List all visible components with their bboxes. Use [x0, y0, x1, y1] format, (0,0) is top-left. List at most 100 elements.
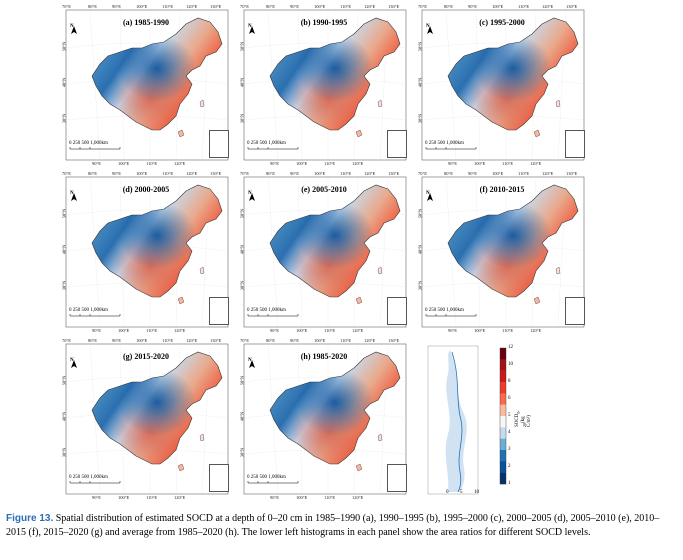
south-china-sea-inset	[209, 130, 229, 158]
lon-tick-label: 110°E	[502, 161, 514, 166]
lon-tick-label: 70°E	[418, 4, 428, 9]
south-china-sea-inset	[387, 130, 407, 158]
lon-tick-label: 90°E	[92, 495, 102, 500]
lon-tick-label: 110°E	[518, 171, 530, 176]
lat-tick-label: 40°N	[61, 411, 67, 422]
lon-tick-label: 90°E	[468, 4, 478, 9]
lon-tick-label: 100°E	[314, 338, 326, 343]
lon-tick-label: 120°E	[186, 4, 198, 9]
lat-tick-label: 40°N	[417, 77, 423, 88]
lon-tick-label: 120°E	[186, 171, 198, 176]
south-china-sea-inset	[209, 464, 229, 492]
lon-tick-label: 90°E	[290, 4, 300, 9]
north-arrow-label: N	[248, 24, 252, 29]
lon-tick-label: 110°E	[324, 328, 336, 333]
lon-tick-label: 70°E	[418, 171, 428, 176]
map-panel: (e) 2005-2010 70°E 80°E 90°E 100°E 110°E 120°E…	[238, 171, 410, 336]
lat-tick-label: 30°N	[417, 113, 423, 124]
figure-caption: Figure 13. Spatial distribution of estim…	[6, 512, 678, 540]
colorbar-tick-label: 1	[508, 481, 511, 486]
lon-tick-label: 120°E	[352, 161, 364, 166]
lat-tick-label: 40°N	[61, 77, 67, 88]
lon-tick-label: 80°E	[266, 171, 276, 176]
lon-tick-label: 130°E	[388, 338, 400, 343]
lon-tick-label: 110°E	[162, 338, 174, 343]
lat-tick-label: 30°N	[417, 280, 423, 291]
colorbar-title: SOCD0-20(kg C/m²)	[515, 410, 532, 427]
lon-tick-label: 80°E	[88, 338, 98, 343]
lon-tick-label: 100°E	[118, 161, 130, 166]
lon-tick-label: 100°E	[136, 171, 148, 176]
scale-bar-label: 0 250 500 1,000km	[425, 308, 464, 313]
colorbar-segment	[500, 427, 506, 439]
lon-tick-label: 120°E	[174, 495, 186, 500]
lon-tick-label: 100°E	[314, 171, 326, 176]
map-panel: (f) 2010-2015 70°E 80°E 90°E 100°E 110°E 120°E…	[416, 171, 588, 336]
lon-tick-label: 110°E	[146, 495, 158, 500]
lon-tick-label: 120°E	[364, 171, 376, 176]
china-map	[65, 343, 229, 495]
lon-tick-label: 100°E	[492, 4, 504, 9]
lon-tick-label: 120°E	[174, 328, 186, 333]
lat-tick-label: 40°N	[239, 411, 245, 422]
lat-tick-label: 50°N	[417, 208, 423, 219]
histogram-axis-label: 5	[460, 490, 463, 495]
colorbar-segment	[500, 404, 506, 417]
south-china-sea-inset	[565, 297, 585, 325]
lat-tick-label: 40°N	[239, 77, 245, 88]
scale-bar-label: 0 250 500 1,000km	[247, 308, 286, 313]
lon-tick-label: 120°E	[352, 495, 364, 500]
caption-label: Figure 13.	[6, 513, 54, 524]
lon-tick-label: 100°E	[136, 4, 148, 9]
map-panel: (g) 2015-2020 70°E 80°E 90°E 100°E 110°E 120°E…	[60, 338, 232, 503]
lon-tick-label: 90°E	[270, 161, 280, 166]
lon-tick-label: 100°E	[136, 338, 148, 343]
caption-text: Spatial distribution of estimated SOCD a…	[6, 513, 660, 538]
colorbar-tick-label: 6	[508, 396, 511, 401]
colorbar-tick-label: 10	[508, 362, 513, 367]
lat-tick-label: 30°N	[61, 280, 67, 291]
north-arrow-label: N	[248, 191, 252, 196]
lat-tick-label: 30°N	[61, 447, 67, 458]
lon-tick-label: 90°E	[270, 495, 280, 500]
lon-tick-label: 120°E	[364, 4, 376, 9]
lon-tick-label: 100°E	[296, 495, 308, 500]
china-map	[421, 9, 585, 161]
scale-bar-label: 0 250 500 1,000km	[69, 308, 108, 313]
colorbar-segment	[500, 472, 506, 485]
south-china-sea-inset	[387, 297, 407, 325]
lon-tick-label: 80°E	[444, 171, 454, 176]
panel-title: (a) 1985-1990	[123, 18, 169, 27]
south-china-sea-inset	[565, 130, 585, 158]
colorbar-segment	[500, 348, 506, 360]
china-map	[243, 343, 407, 495]
lon-tick-label: 110°E	[340, 171, 352, 176]
lon-tick-label: 120°E	[542, 4, 554, 9]
panel-title: (d) 2000-2005	[122, 185, 170, 194]
china-map	[243, 176, 407, 328]
lon-tick-label: 110°E	[340, 338, 352, 343]
lon-tick-label: 70°E	[62, 171, 72, 176]
histogram-axis-label: 0	[446, 490, 449, 495]
lon-tick-label: 130°E	[566, 4, 578, 9]
lon-tick-label: 110°E	[324, 495, 336, 500]
map-panel: (h) 1985-2020 70°E 80°E 90°E 100°E 110°E 120°E…	[238, 338, 410, 503]
lon-tick-label: 100°E	[474, 161, 486, 166]
north-arrow-label: N	[248, 358, 252, 363]
lon-tick-label: 90°E	[468, 171, 478, 176]
lon-tick-label: 120°E	[530, 328, 542, 333]
lat-tick-label: 40°N	[417, 244, 423, 255]
lon-tick-label: 110°E	[340, 4, 352, 9]
china-map	[243, 9, 407, 161]
colorbar-segment	[500, 416, 506, 428]
lon-tick-label: 90°E	[92, 161, 102, 166]
lat-tick-label: 30°N	[239, 447, 245, 458]
lon-tick-label: 120°E	[174, 161, 186, 166]
colorbar-segment	[500, 450, 506, 462]
scale-bar-label: 0 250 500 1,000km	[247, 141, 286, 146]
lat-tick-label: 50°N	[239, 208, 245, 219]
map-panel: (c) 1995-2000 70°E 80°E 90°E 100°E 110°E 120°E…	[416, 4, 588, 169]
lon-tick-label: 130°E	[210, 171, 222, 176]
north-arrow-label: N	[426, 24, 430, 29]
colorbar-segment	[500, 461, 506, 473]
